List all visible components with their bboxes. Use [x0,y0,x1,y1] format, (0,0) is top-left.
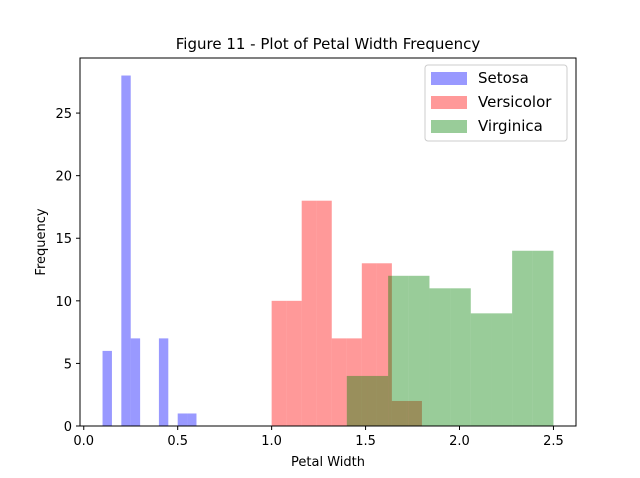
legend-box [424,64,568,142]
bar-versicolor-4 [331,338,347,426]
legend: Setosa Versicolor Virginica [424,64,568,142]
bar-virginica-4 [429,288,451,426]
legend-label-setosa: Setosa [478,69,529,87]
y-axis: 0 5 10 15 20 25 [55,107,80,435]
bar-versicolor-5 [346,338,362,426]
bar-virginica-0 [346,375,368,426]
bar-setosa-9 [187,413,197,426]
y-axis-label: Frequency [34,208,49,275]
bar-virginica-7 [491,313,513,426]
y-tick-label: 0 [64,420,72,435]
x-tick-label: 2.5 [543,434,564,449]
chart-title: Figure 11 - Plot of Petal Width Frequenc… [176,35,481,53]
y-tick-label: 5 [64,357,72,372]
x-tick-label: 1.0 [261,434,282,449]
bar-versicolor-6 [361,263,377,426]
legend-label-virginica: Virginica [478,117,543,135]
x-axis: 0.0 0.5 1.0 1.5 2.0 2.5 [73,426,564,449]
x-tick-label: 0.0 [73,434,94,449]
y-tick-label: 20 [55,170,72,185]
legend-label-versicolor: Versicolor [478,93,552,111]
bar-setosa-6 [158,338,169,426]
bar-versicolor-8 [391,400,407,426]
bar-virginica-8 [512,250,533,426]
x-tick-label: 2.0 [449,434,470,449]
legend-swatch-setosa [431,72,467,85]
bar-virginica-9 [532,250,554,426]
bar-versicolor-3 [316,200,332,426]
x-tick-label: 1.5 [355,434,376,449]
x-tick-label: 0.5 [167,434,188,449]
bar-virginica-5 [450,288,471,426]
bar-setosa-0 [102,350,112,426]
bar-setosa-8 [177,413,188,426]
y-tick-label: 10 [55,295,72,310]
plot-frame [79,57,577,427]
bar-virginica-3 [408,275,430,426]
legend-swatch-virginica [431,120,467,133]
bar-virginica-6 [470,313,492,426]
bar-versicolor-2 [301,200,317,426]
bars-layer [102,75,554,427]
x-axis-label: Petal Width [291,455,365,470]
bar-versicolor-1 [286,300,302,426]
bar-virginica-2 [388,275,409,426]
bar-versicolor-9 [406,400,422,426]
y-tick-label: 25 [55,107,72,122]
bar-virginica-1 [367,375,389,426]
bar-versicolor-7 [376,263,392,426]
y-tick-label: 15 [55,232,72,247]
legend-swatch-versicolor [431,96,467,109]
bar-setosa-2 [121,75,131,427]
bar-versicolor-0 [271,300,287,426]
bar-setosa-3 [130,338,141,426]
